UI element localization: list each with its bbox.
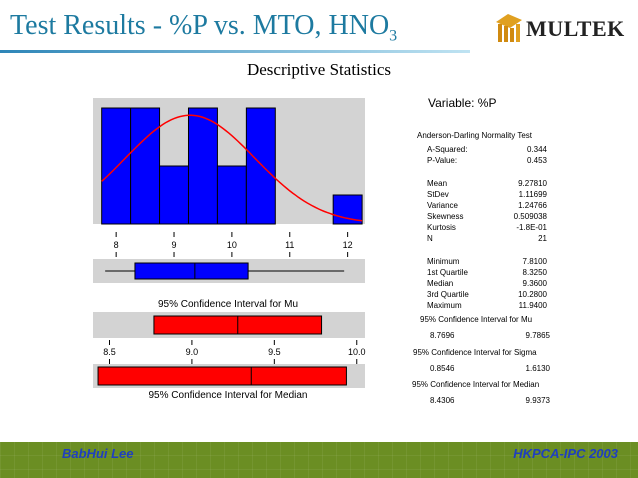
- stat-value: 9.3600: [522, 279, 547, 288]
- ci-tick-label: 10.0: [348, 347, 366, 357]
- histogram-bar: [101, 107, 132, 225]
- stat-label: Skewness: [427, 212, 464, 221]
- histogram-tick-label: 8: [114, 240, 119, 250]
- ci-median-plot: [93, 364, 365, 388]
- ci-tick-label: 9.0: [186, 347, 199, 357]
- histogram: [93, 98, 365, 225]
- title-underline: [0, 50, 470, 53]
- ci-low-value: 8.4306: [430, 396, 455, 405]
- ci-sigma-values: 0.8546 1.6130: [430, 364, 550, 375]
- multek-logo: MULTEK: [492, 12, 632, 46]
- stat-label: N: [427, 234, 433, 243]
- ci-median-plot-title: 95% Confidence Interval for Median: [149, 390, 308, 401]
- logo-mark-icon: [496, 14, 522, 42]
- histogram-bar: [332, 194, 363, 225]
- histogram-tick-label: 12: [343, 240, 353, 250]
- stat-value: 11.9400: [518, 301, 547, 310]
- stat-value: 1.11699: [518, 190, 547, 199]
- histogram-axis: 8 9 10 11 12: [114, 232, 353, 257]
- ci-median-bar: [97, 366, 347, 386]
- stat-value: 1.24766: [518, 201, 547, 210]
- ci-mu-values: 8.7696 9.7865: [430, 331, 550, 342]
- stat-stdev: StDev 1.11699: [427, 190, 547, 201]
- histogram-bar: [159, 165, 189, 225]
- chart-heading: Descriptive Statistics: [246, 60, 391, 79]
- ci-high-value: 9.9373: [525, 396, 550, 405]
- stat-value: 7.8100: [522, 257, 547, 266]
- normality-test-title: Anderson-Darling Normality Test: [417, 131, 533, 140]
- ci-sigma-label: 95% Confidence Interval for Sigma: [413, 348, 537, 357]
- stat-label: A-Squared:: [427, 145, 468, 154]
- ci-median-values: 8.4306 9.9373: [430, 396, 550, 407]
- ci-tick-label: 8.5: [103, 347, 116, 357]
- stat-median: Median 9.3600: [427, 279, 547, 290]
- ci-mu-plot: [93, 312, 365, 338]
- stat-value: 0.453: [526, 156, 547, 165]
- slide-title: Test Results - %P vs. MTO, HNO3: [0, 10, 470, 50]
- stat-value: 10.2800: [518, 290, 547, 299]
- stat-value: -1.8E-01: [516, 223, 547, 232]
- stat-mean: Mean 9.27810: [427, 179, 547, 190]
- variable-label: Variable: %P: [428, 96, 497, 110]
- stat-label: Mean: [427, 179, 448, 188]
- stat-value: 21: [538, 234, 547, 243]
- stat-n: N 21: [427, 234, 547, 245]
- ci-mu-label: 95% Confidence Interval for Mu: [420, 315, 533, 324]
- ci-axis: 8.5 9.0 9.5 10.0: [103, 340, 366, 364]
- stat-q3: 3rd Quartile 10.2800: [427, 290, 547, 301]
- histogram-tick-label: 11: [285, 240, 294, 250]
- stat-label: Maximum: [427, 301, 462, 310]
- logo-text: MULTEK: [526, 16, 625, 41]
- stat-kurtosis: Kurtosis -1.8E-01: [427, 223, 547, 234]
- boxplot-box: [134, 262, 249, 280]
- stat-label: StDev: [427, 190, 449, 199]
- stat-label: Variance: [427, 201, 458, 210]
- ci-mu-plot-title: 95% Confidence Interval for Mu: [158, 299, 298, 310]
- stat-label: 3rd Quartile: [427, 290, 469, 299]
- stat-label: Kurtosis: [427, 223, 456, 232]
- stat-skewness: Skewness 0.509038: [427, 212, 547, 223]
- stat-p-value: P-Value: 0.453: [427, 156, 547, 167]
- stat-value: 9.27810: [518, 179, 547, 188]
- histogram-bar: [216, 165, 247, 225]
- boxplot: [93, 259, 365, 283]
- ci-high-value: 1.6130: [525, 364, 550, 373]
- stat-minimum: Minimum 7.8100: [427, 257, 547, 268]
- stat-label: Median: [427, 279, 454, 288]
- stat-value: 8.3250: [522, 268, 547, 277]
- footer-author: BabHui Lee: [62, 446, 134, 461]
- stat-label: Minimum: [427, 257, 460, 266]
- stat-value: 0.344: [526, 145, 547, 154]
- title-main-text: Test Results - %P vs. MTO, HNO: [10, 10, 390, 41]
- normal-fit-curve: [101, 114, 363, 222]
- ci-high-value: 9.7865: [525, 331, 550, 340]
- footer-event: HKPCA-IPC 2003: [513, 446, 618, 461]
- histogram-bar: [187, 107, 218, 225]
- ci-low-value: 8.7696: [430, 331, 455, 340]
- stat-variance: Variance 1.24766: [427, 201, 547, 212]
- histogram-tick-label: 9: [172, 240, 177, 250]
- footer-bar: [0, 442, 638, 478]
- ci-low-value: 0.8546: [430, 364, 455, 373]
- title-subscript: 3: [389, 27, 398, 45]
- stat-maximum: Maximum 11.9400: [427, 301, 547, 312]
- stat-value: 0.509038: [513, 212, 547, 221]
- stat-label: 1st Quartile: [427, 268, 468, 277]
- stat-label: P-Value:: [427, 156, 458, 165]
- histogram-bar: [130, 107, 161, 225]
- stat-a-squared: A-Squared: 0.344: [427, 145, 547, 156]
- histogram-bar: [245, 107, 276, 225]
- ci-tick-label: 9.5: [268, 347, 281, 357]
- ci-median-label: 95% Confidence Interval for Median: [412, 380, 540, 389]
- histogram-tick-label: 10: [227, 240, 237, 250]
- stat-q1: 1st Quartile 8.3250: [427, 268, 547, 279]
